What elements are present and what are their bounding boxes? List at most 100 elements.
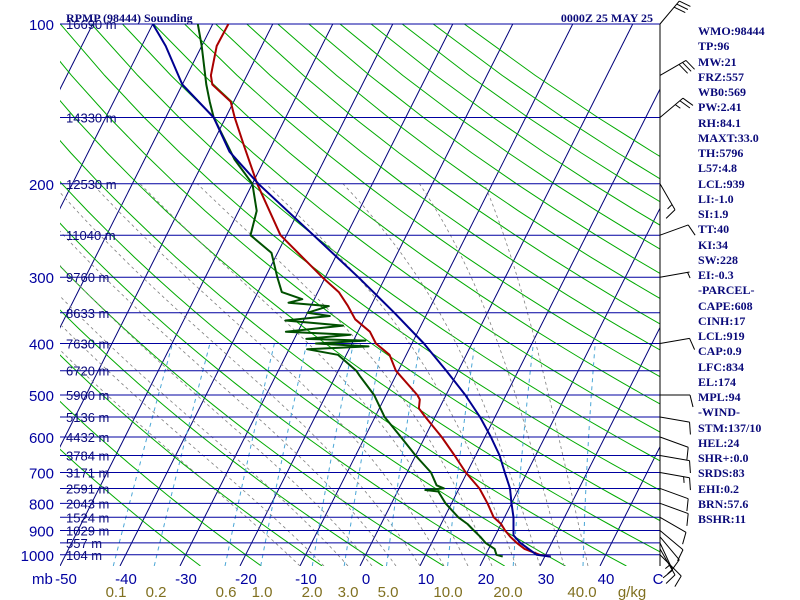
index-item: KI:34 [698, 237, 728, 252]
dry-adiabat-line [339, 24, 660, 250]
wind-barbs [659, 0, 696, 587]
wind-barb-feather [686, 513, 689, 526]
wind-barb-staff [659, 183, 676, 211]
temperature-tick-label: 20 [478, 571, 495, 588]
index-item: CAP:0.9 [698, 344, 742, 359]
chart-title-right: 0000Z 25 MAY 25 [561, 11, 653, 25]
mixing-ratio-line [343, 343, 383, 566]
wind-barb-staff [659, 337, 690, 345]
wind-barb-feather [676, 3, 689, 10]
wind-barb-staff [659, 530, 684, 551]
index-item: LCL:919 [698, 329, 745, 343]
wind-barb-feather [674, 575, 682, 587]
mixing-ratio-tick-label: 0.1 [106, 584, 127, 600]
index-item: MPL:94 [698, 390, 741, 404]
isotherm-line [599, 445, 660, 566]
wind-barb [659, 224, 696, 236]
wind-barb-feather [687, 224, 696, 236]
mixing-ratio-line [260, 343, 308, 566]
wind-barb [659, 454, 691, 474]
index-item: EHI:0.2 [698, 481, 740, 496]
wind-barb [659, 60, 695, 76]
wind-barb-staff [659, 97, 684, 118]
wind-barb [659, 516, 687, 545]
wind-barb [659, 183, 676, 219]
isotherm-line [359, 24, 634, 566]
wind-barb-feather [678, 64, 689, 74]
index-item: CAPE:608 [698, 298, 753, 313]
index-item: BRN:57.6 [698, 496, 749, 511]
wind-barb-feather [667, 204, 673, 210]
temperature-tick-label: -40 [115, 571, 137, 588]
isotherm-line [419, 87, 660, 566]
index-item: WMO:98444 [698, 24, 765, 38]
pressure-tick-label: 700 [29, 466, 54, 483]
mixing-ratio-line [582, 343, 596, 566]
wind-barb [659, 436, 689, 460]
index-item: LCL:939 [698, 176, 745, 191]
isotherm-line [179, 24, 454, 566]
dry-adiabat-line [277, 24, 660, 300]
isotherm-line [0, 24, 33, 566]
height-label: 3784 m [66, 448, 109, 463]
mixing-ratio-tick-label: 5.0 [378, 584, 399, 600]
background-grid [0, 24, 660, 566]
isotherm-line [60, 24, 334, 566]
wind-barb-feather [689, 338, 696, 350]
wind-barb [659, 502, 689, 526]
moist-adiabat-line [60, 349, 301, 566]
index-item: SI:1.9 [698, 207, 729, 221]
temperature-tick-label: -50 [55, 571, 77, 588]
moist-adiabat-line [419, 183, 565, 566]
wind-barb [659, 487, 689, 512]
height-label: 6720 m [66, 364, 109, 379]
height-label: 2043 m [66, 496, 109, 511]
temperature-unit-label: C [653, 571, 664, 588]
height-label: 5900 m [66, 388, 109, 403]
dry-adiabat-line [60, 24, 660, 491]
mixing-ratio-tick-label: 20.0 [493, 584, 522, 600]
height-label: 7630 m [66, 337, 109, 352]
temperature-trace [209, 24, 551, 558]
moist-adiabat-line [197, 183, 493, 566]
mixing-ratio-line [311, 343, 354, 566]
dry-adiabat-line [91, 24, 660, 462]
dry-adiabat-line [215, 24, 660, 351]
dry-adiabat-line [122, 24, 660, 433]
isotherm-line [60, 24, 154, 210]
mixing-ratio-unit-label: g/kg [618, 584, 646, 600]
wind-barb-feather [671, 559, 680, 571]
temperature-tick-label: -10 [295, 571, 317, 588]
temperature-tick-label: 40 [598, 571, 615, 588]
height-label: 8633 m [66, 306, 109, 321]
wind-barb-staff [659, 0, 680, 25]
dry-adiabat-line [60, 400, 262, 566]
sounding-traces [151, 24, 551, 558]
index-item: -PARCEL- [698, 283, 755, 298]
height-label: 14330 m [66, 110, 117, 125]
moist-adiabat-line [139, 183, 469, 566]
wind-barb-staff [659, 487, 689, 500]
wind-barb [659, 530, 684, 562]
index-item: EI:-0.3 [698, 268, 734, 282]
dry-adiabat-line [308, 24, 660, 275]
temperature-tick-label: 30 [538, 571, 555, 588]
pressure-tick-label: 100 [29, 17, 54, 34]
wind-barb-feather [689, 394, 694, 408]
moist-adiabat-line [342, 183, 541, 566]
pressure-tick-label: 400 [29, 337, 54, 354]
dry-adiabat-line [246, 24, 660, 325]
height-label: 9760 m [66, 270, 109, 285]
isotherm-line [60, 24, 214, 329]
wind-barb [659, 337, 696, 350]
index-item: LI:-1.0 [698, 191, 734, 206]
index-item: -WIND- [698, 405, 740, 420]
index-item: RH:84.1 [698, 115, 741, 130]
index-item: PW:2.41 [698, 100, 742, 115]
dry-adiabat-line [60, 265, 445, 566]
wind-barb-feather [689, 477, 691, 491]
index-item: HEL:24 [698, 435, 740, 450]
moist-adiabat-line [60, 264, 373, 566]
wind-barb-feather [679, 0, 691, 7]
